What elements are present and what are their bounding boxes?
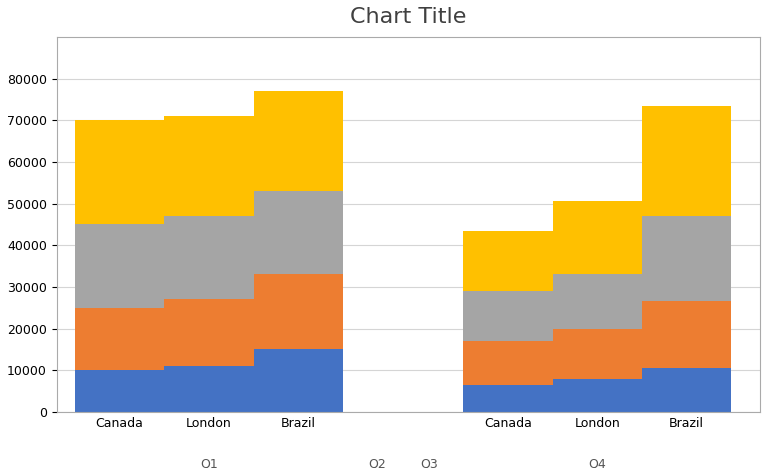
Bar [553,274,642,329]
Bar [642,301,731,368]
Text: Q4: Q4 [588,458,606,468]
Text: Q3: Q3 [420,458,438,468]
Bar [164,366,254,412]
Bar [463,231,553,291]
Bar [642,216,731,301]
Bar [164,300,254,366]
Bar [75,120,164,224]
Bar [75,307,164,370]
Bar [254,349,343,412]
Bar [463,385,553,412]
Title: Chart Title: Chart Title [351,7,466,27]
Bar [164,216,254,300]
Text: Q1: Q1 [200,458,218,468]
Bar [553,379,642,412]
Bar [254,274,343,349]
Bar [254,91,343,191]
Bar [75,224,164,307]
Bar [164,116,254,216]
Bar [463,291,553,341]
Bar [553,329,642,379]
Bar [254,191,343,274]
Bar [553,201,642,274]
Bar [463,341,553,385]
Text: Q2: Q2 [368,458,386,468]
Bar [642,368,731,412]
Bar [75,370,164,412]
Bar [642,106,731,216]
